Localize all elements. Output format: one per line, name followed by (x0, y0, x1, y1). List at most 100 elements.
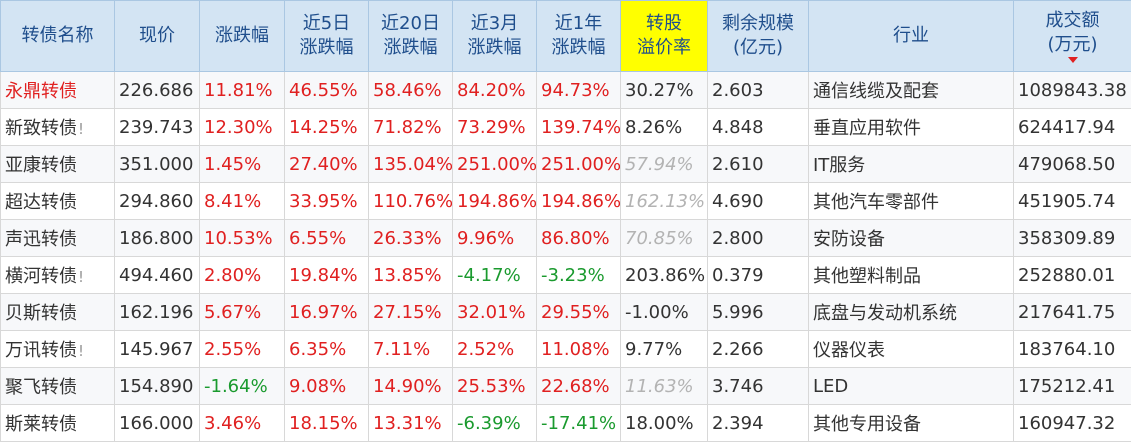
premium-cell: 18.00% (620, 404, 708, 442)
table-row[interactable]: 亚康转债 351.000 1.45% 27.40% 135.04% 251.00% 251.… (0, 145, 1131, 183)
table-row[interactable]: 声迅转债 186.800 10.53% 6.55% 26.33% 9.96% 86.80% 7… (0, 219, 1131, 257)
change-cell: 2.80% (199, 256, 285, 294)
volume-cell: 183764.10 (1013, 330, 1131, 368)
bond-name[interactable]: 永鼎转债 (5, 81, 77, 102)
change-1y-cell: 251.00% (536, 145, 621, 183)
change-3m-cell: 2.52% (452, 330, 537, 368)
change-cell: 1.45% (199, 145, 285, 183)
header-name-line: 转债名称 (21, 25, 94, 46)
header-scale[interactable]: 剩余规模 (亿元) (707, 0, 809, 72)
header-premium-line: 转股 (646, 13, 682, 34)
bond-name[interactable]: 声迅转债 (5, 229, 77, 250)
bond-name-cell[interactable]: 横河转债! (0, 256, 115, 294)
bond-name-cell[interactable]: 超达转债 (0, 182, 115, 220)
change-20d-cell: 110.76% (368, 182, 453, 220)
scale-cell: 2.800 (707, 219, 809, 257)
change-5d-cell: 46.55% (284, 71, 369, 109)
industry-cell: 通信线缆及配套 (808, 71, 1014, 109)
price-cell: 494.460 (114, 256, 200, 294)
premium-cell: 9.77% (620, 330, 708, 368)
volume-cell: 252880.01 (1013, 256, 1131, 294)
header-change[interactable]: 涨跌幅 (199, 0, 285, 72)
bond-name-cell[interactable]: 斯莱转债 (0, 404, 115, 442)
bond-name-cell[interactable]: 新致转债! (0, 108, 115, 146)
bond-name[interactable]: 横河转债 (5, 266, 77, 287)
header-premium[interactable]: 转股 溢价率 (620, 0, 708, 72)
industry-cell: 安防设备 (808, 219, 1014, 257)
table-row[interactable]: 超达转债 294.860 8.41% 33.95% 110.76% 194.86% 194.… (0, 182, 1131, 220)
change-20d-cell: 7.11% (368, 330, 453, 368)
price-cell: 186.800 (114, 219, 200, 257)
change-20d-cell: 27.15% (368, 293, 453, 331)
bond-name[interactable]: 新致转债 (5, 118, 77, 139)
price-cell: 145.967 (114, 330, 200, 368)
header-volume[interactable]: 成交额 (万元) (1013, 0, 1131, 72)
premium-cell: 11.63% (620, 367, 708, 405)
bond-name[interactable]: 斯莱转债 (5, 414, 77, 435)
sort-desc-icon[interactable] (1067, 57, 1078, 63)
industry-cell: 其他汽车零部件 (808, 182, 1014, 220)
change-3m-cell: 9.96% (452, 219, 537, 257)
header-volume-line: 成交额 (1045, 10, 1100, 31)
change-3m-cell: 32.01% (452, 293, 537, 331)
table-row[interactable]: 新致转债! 239.743 12.30% 14.25% 71.82% 73.29% 139.… (0, 108, 1131, 146)
premium-cell: 30.27% (620, 71, 708, 109)
change-20d-cell: 13.85% (368, 256, 453, 294)
bond-name-cell[interactable]: 万讯转债! (0, 330, 115, 368)
header-change-5d-line: 近5日 (302, 13, 351, 34)
table-row[interactable]: 贝斯转债 162.196 5.67% 16.97% 27.15% 32.01% 29.55%… (0, 293, 1131, 331)
change-1y-cell: 11.08% (536, 330, 621, 368)
table-row[interactable]: 万讯转债! 145.967 2.55% 6.35% 7.11% 2.52% 11.08% 9.… (0, 330, 1131, 368)
premium-cell: 162.13% (620, 182, 708, 220)
bond-name[interactable]: 超达转债 (5, 192, 77, 213)
bond-name-cell[interactable]: 永鼎转债 (0, 71, 115, 109)
change-1y-cell: 29.55% (536, 293, 621, 331)
industry-cell: 仪器仪表 (808, 330, 1014, 368)
header-change-20d-line: 涨跌幅 (383, 37, 438, 58)
header-change-1y-line: 近1年 (554, 13, 603, 34)
price-cell: 294.860 (114, 182, 200, 220)
table-row[interactable]: 永鼎转债 226.686 11.81% 46.55% 58.46% 84.20% 94.73… (0, 71, 1131, 109)
change-1y-cell: -17.41% (536, 404, 621, 442)
change-5d-cell: 19.84% (284, 256, 369, 294)
table-row[interactable]: 斯莱转债 166.000 3.46% 18.15% 13.31% -6.39% -17.41… (0, 404, 1131, 442)
bond-name[interactable]: 万讯转债 (5, 340, 77, 361)
premium-cell: 57.94% (620, 145, 708, 183)
header-industry-line: 行业 (893, 25, 929, 46)
header-change-3m[interactable]: 近3月 涨跌幅 (452, 0, 537, 72)
bond-name[interactable]: 聚飞转债 (5, 377, 77, 398)
header-change-5d[interactable]: 近5日 涨跌幅 (284, 0, 369, 72)
bond-name-cell[interactable]: 聚飞转债 (0, 367, 115, 405)
industry-cell: LED (808, 367, 1014, 405)
header-change-20d[interactable]: 近20日 涨跌幅 (368, 0, 453, 72)
change-5d-cell: 6.55% (284, 219, 369, 257)
table-row[interactable]: 聚飞转债 154.890 -1.64% 9.08% 14.90% 25.53% 22.68%… (0, 367, 1131, 405)
header-change-1y[interactable]: 近1年涨跌幅 (536, 0, 621, 72)
scale-cell: 3.746 (707, 367, 809, 405)
bond-name-cell[interactable]: 声迅转债 (0, 219, 115, 257)
header-change-3m-line: 涨跌幅 (467, 37, 522, 58)
change-20d-cell: 71.82% (368, 108, 453, 146)
change-1y-cell: 22.68% (536, 367, 621, 405)
header-name[interactable]: 转债名称 (0, 0, 115, 72)
change-5d-cell: 27.40% (284, 145, 369, 183)
header-premium-line: 溢价率 (637, 37, 691, 58)
bond-name[interactable]: 亚康转债 (5, 155, 77, 176)
bond-name[interactable]: 贝斯转债 (5, 303, 77, 324)
change-cell: 12.30% (199, 108, 285, 146)
premium-cell: 70.85% (620, 219, 708, 257)
bond-name-cell[interactable]: 亚康转债 (0, 145, 115, 183)
scale-cell: 2.394 (707, 404, 809, 442)
industry-cell: IT服务 (808, 145, 1014, 183)
table-row[interactable]: 横河转债! 494.460 2.80% 19.84% 13.85% -4.17% -3.23… (0, 256, 1131, 294)
change-cell: 11.81% (199, 71, 285, 109)
change-1y-cell: 194.86% (536, 182, 621, 220)
header-industry[interactable]: 行业 (808, 0, 1014, 72)
warning-mark-icon: ! (78, 120, 85, 138)
premium-cell: -1.00% (620, 293, 708, 331)
bond-name-cell[interactable]: 贝斯转债 (0, 293, 115, 331)
header-change-1y-line: 涨跌幅 (551, 37, 606, 58)
change-5d-cell: 33.95% (284, 182, 369, 220)
header-price[interactable]: 现价 (114, 0, 200, 72)
scale-cell: 4.690 (707, 182, 809, 220)
